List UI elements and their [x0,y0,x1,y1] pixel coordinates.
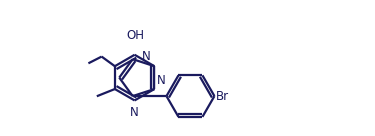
Text: Br: Br [216,90,229,103]
Text: N: N [142,50,151,63]
Text: N: N [157,74,165,87]
Text: N: N [130,106,139,119]
Text: OH: OH [127,29,145,42]
